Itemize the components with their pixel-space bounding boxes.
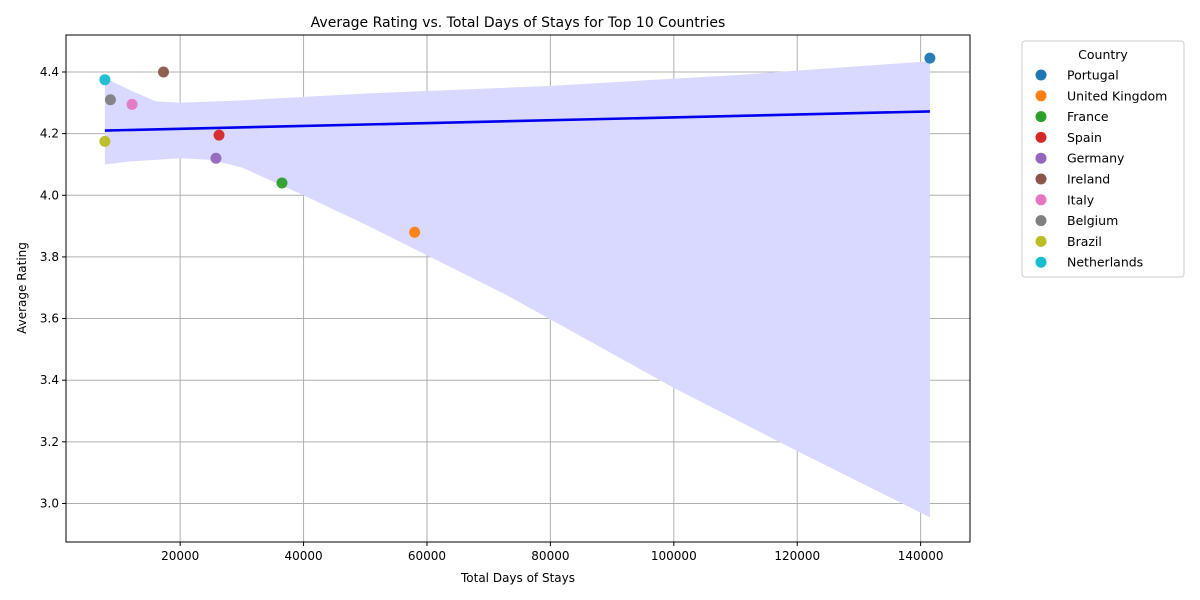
x-axis-label: Total Days of Stays [460,571,575,585]
point-spain [213,129,225,141]
plot-area-frame [65,34,971,543]
y-tick-label: 4.0 [40,188,59,202]
point-italy [126,98,138,110]
legend-entry-label: Portugal [1067,68,1119,83]
legend-marker [1035,131,1047,143]
legend: Country Portugal United Kingdom France Spai… [1021,40,1185,278]
legend-frame [1021,40,1185,278]
data-points [99,52,936,238]
x-axis-ticks: 20000 40000 60000 80000 100000 120000 140000 [161,542,944,563]
legend-entry-label: France [1067,109,1109,124]
y-tick-label: 3.8 [40,250,59,264]
x-tick-label: 100000 [651,549,697,563]
legend-title: Country [1078,47,1128,62]
legend-marker [1035,90,1047,102]
regression-line-layer [104,110,930,132]
y-tick-label: 3.4 [40,373,59,387]
x-tick-label: 120000 [774,549,820,563]
legend-marker [1035,194,1047,206]
legend-entry-label: Germany [1067,151,1125,166]
point-brazil [99,135,111,147]
point-netherlands [99,74,111,86]
legend-entry-label: Ireland [1067,172,1110,187]
y-tick-label: 3.0 [40,496,59,510]
point-ireland [157,66,169,78]
legend-entry-label: Spain [1067,130,1102,145]
legend-marker [1035,69,1047,81]
x-tick-label: 140000 [898,549,944,563]
point-united-kingdom [409,226,421,238]
legend-marker [1035,173,1047,185]
point-france [276,177,288,189]
y-tick-label: 3.2 [40,435,59,449]
legend-marker [1035,215,1047,227]
legend-entry-label: United Kingdom [1067,88,1167,103]
chart-title: Average Rating vs. Total Days of Stays f… [311,15,726,31]
x-tick-label: 60000 [408,549,446,563]
point-portugal [924,52,936,64]
y-axis-label: Average Rating [15,242,29,334]
legend-entry-label: Belgium [1067,213,1118,228]
regression-line [104,110,930,132]
legend-marker [1035,256,1047,268]
confidence-band-layer [104,61,930,518]
y-tick-label: 4.4 [40,65,59,79]
legend-entry-label: Italy [1067,192,1095,207]
x-tick-label: 80000 [531,549,569,563]
point-germany [210,152,222,164]
y-tick-label: 3.6 [40,312,59,326]
confidence-band [104,61,930,518]
point-belgium [104,94,116,106]
legend-entry-label: Brazil [1067,234,1102,249]
legend-marker [1035,111,1047,123]
legend-marker [1035,235,1047,247]
y-axis-ticks: 3.0 3.2 3.4 3.6 3.8 4.0 4.2 4.4 [40,65,66,510]
x-tick-label: 40000 [284,549,322,563]
y-tick-label: 4.2 [40,127,59,141]
legend-marker [1035,152,1047,164]
legend-entry-label: Netherlands [1067,255,1143,270]
x-tick-label: 20000 [161,549,199,563]
